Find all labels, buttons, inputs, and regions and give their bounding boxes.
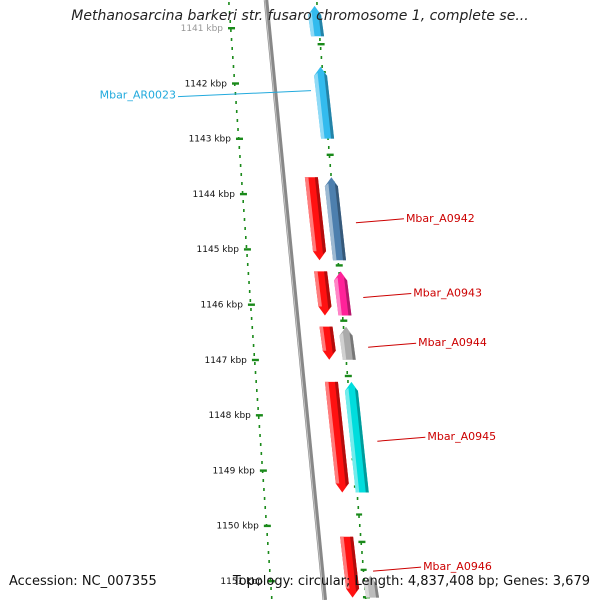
gene-arrow[interactable] (334, 271, 352, 316)
gene-label[interactable]: Mbar_A0946 (423, 560, 492, 573)
sequence-title: Methanosarcina barkeri str. fusaro chrom… (71, 8, 529, 24)
gene-arrow[interactable] (324, 177, 347, 261)
gene-arrow[interactable] (314, 66, 335, 139)
gene-arrow[interactable] (340, 536, 360, 598)
gene-arrow[interactable] (339, 326, 356, 360)
kbp-tick-label: 1148 kbp (208, 411, 251, 421)
kbp-tick-label: 1144 kbp (193, 190, 236, 200)
gene-label[interactable]: Mbar_A0945 (427, 430, 496, 443)
kbp-tick-label: 1141 kbp (181, 24, 224, 34)
gene-label[interactable]: Mbar_AR0023 (100, 89, 176, 102)
gene-arrow[interactable] (308, 5, 325, 37)
kbp-tick-label: 1150 kbp (216, 522, 259, 532)
kbp-tick-label: 1149 kbp (212, 466, 255, 476)
gene-label[interactable]: Mbar_A0943 (413, 286, 482, 299)
chromosome-backbone (263, 0, 328, 600)
gene-arrow[interactable] (304, 177, 327, 261)
gene-arrow[interactable] (314, 271, 332, 316)
gene-features[interactable] (304, 5, 380, 598)
accession-text: Accession: NC_007355 (9, 574, 157, 589)
kbp-tick-label: 1145 kbp (197, 245, 240, 255)
gene-arrow[interactable] (363, 575, 380, 598)
gene-label-leaders: Mbar_AR0023 Mbar_A0942 Mbar_A0943 Mbar_A094… (100, 89, 497, 574)
kbp-tick-label: 1147 kbp (204, 356, 247, 366)
kbp-tick-label: 1142 kbp (185, 79, 228, 89)
kbp-tick-label: 1143 kbp (189, 135, 232, 145)
kbp-ruler: 1141 kbp 1142 kbp 1143 kbp 1144 kbp 1145 kbp… (181, 24, 370, 599)
gene-arrow[interactable] (344, 381, 369, 493)
gene-label[interactable]: Mbar_A0942 (406, 212, 475, 225)
kbp-tick-label: 1151 kbp (220, 577, 263, 587)
gene-arrow[interactable] (319, 326, 336, 360)
sequence-summary: Topology: circular; Length: 4,837,408 bp… (232, 574, 590, 589)
kbp-tick-label: 1146 kbp (201, 301, 244, 311)
gene-arrow[interactable] (324, 381, 349, 493)
gene-label[interactable]: Mbar_A0944 (418, 336, 487, 349)
